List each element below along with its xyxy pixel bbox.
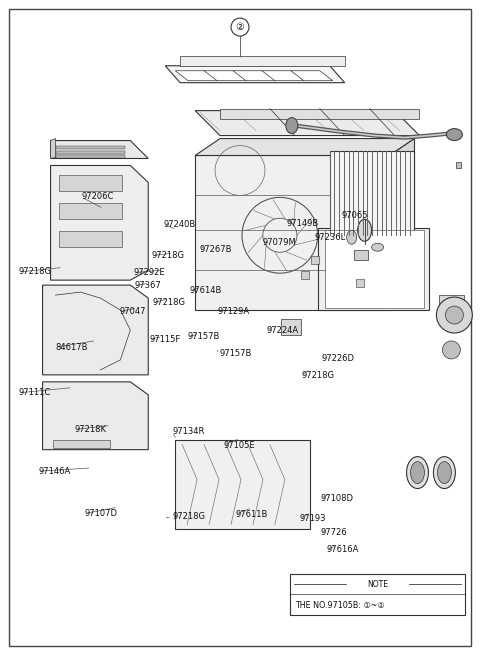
Text: 97614B: 97614B — [190, 286, 222, 295]
Text: THE NO.97105B: ①~②: THE NO.97105B: ①~② — [295, 601, 385, 610]
Polygon shape — [59, 203, 122, 219]
Circle shape — [436, 297, 472, 333]
Text: 97149B: 97149B — [287, 219, 319, 227]
Bar — [311, 256, 319, 264]
Polygon shape — [390, 139, 415, 310]
Ellipse shape — [286, 118, 298, 134]
Text: 97218G: 97218G — [172, 512, 205, 521]
Text: 97218K: 97218K — [75, 425, 107, 434]
Text: 97193: 97193 — [300, 514, 326, 523]
Text: 97065: 97065 — [341, 211, 368, 219]
Polygon shape — [50, 141, 148, 159]
Text: 84617B: 84617B — [56, 343, 88, 352]
Polygon shape — [195, 155, 390, 310]
Text: 97726: 97726 — [321, 528, 347, 537]
Text: 97367: 97367 — [135, 281, 161, 290]
Text: 97108D: 97108D — [321, 494, 353, 503]
Polygon shape — [50, 139, 56, 159]
Text: 97236L: 97236L — [314, 233, 346, 242]
Polygon shape — [456, 162, 461, 168]
Ellipse shape — [358, 219, 372, 241]
Polygon shape — [195, 111, 420, 136]
Text: 97157B: 97157B — [220, 349, 252, 358]
Ellipse shape — [407, 457, 429, 489]
Text: 97206C: 97206C — [81, 193, 113, 201]
Bar — [290, 574, 465, 615]
Polygon shape — [59, 176, 122, 191]
Polygon shape — [56, 151, 125, 153]
Text: 97111C: 97111C — [19, 388, 51, 398]
Polygon shape — [175, 440, 310, 529]
Polygon shape — [43, 382, 148, 449]
Text: 97107D: 97107D — [84, 509, 118, 518]
Bar — [356, 279, 364, 287]
Polygon shape — [195, 139, 415, 155]
Ellipse shape — [410, 462, 424, 483]
Text: 97224A: 97224A — [266, 326, 299, 335]
Ellipse shape — [433, 457, 456, 489]
Bar — [354, 250, 368, 260]
Text: 97079M: 97079M — [263, 238, 297, 247]
Polygon shape — [43, 285, 148, 375]
Polygon shape — [56, 145, 125, 149]
Bar — [301, 271, 309, 279]
Polygon shape — [59, 231, 122, 247]
Ellipse shape — [446, 128, 462, 141]
Polygon shape — [180, 56, 345, 66]
Ellipse shape — [347, 231, 357, 244]
Text: 97611B: 97611B — [235, 510, 267, 519]
Text: 97105E: 97105E — [223, 441, 255, 449]
Text: 97616A: 97616A — [326, 545, 359, 554]
Polygon shape — [318, 229, 430, 310]
Text: 97267B: 97267B — [199, 244, 232, 253]
Polygon shape — [165, 66, 345, 83]
Bar — [281, 319, 301, 335]
Ellipse shape — [437, 462, 451, 483]
Text: 97218G: 97218G — [152, 251, 184, 260]
Text: 97218G: 97218G — [301, 371, 334, 381]
Text: 97115F: 97115F — [149, 335, 180, 344]
Text: NOTE: NOTE — [367, 580, 388, 589]
Text: 97146A: 97146A — [38, 466, 70, 476]
Text: 97292E: 97292E — [134, 268, 166, 277]
Text: 97129A: 97129A — [217, 307, 249, 316]
Text: 97218G: 97218G — [19, 267, 52, 276]
Ellipse shape — [372, 243, 384, 252]
Polygon shape — [50, 166, 148, 280]
Text: ②: ② — [236, 22, 244, 32]
Polygon shape — [175, 71, 333, 81]
Polygon shape — [439, 295, 464, 315]
Text: 97240B: 97240B — [163, 220, 196, 229]
Text: 97134R: 97134R — [172, 428, 204, 436]
Text: 97157B: 97157B — [187, 332, 220, 341]
Polygon shape — [325, 231, 424, 308]
Text: 97047: 97047 — [120, 307, 146, 316]
Text: 97226D: 97226D — [322, 354, 354, 364]
Circle shape — [445, 306, 463, 324]
Polygon shape — [56, 155, 125, 159]
Polygon shape — [220, 109, 420, 119]
Circle shape — [443, 341, 460, 359]
Polygon shape — [330, 151, 415, 235]
Polygon shape — [52, 440, 110, 447]
Text: 97218G: 97218G — [153, 298, 186, 307]
